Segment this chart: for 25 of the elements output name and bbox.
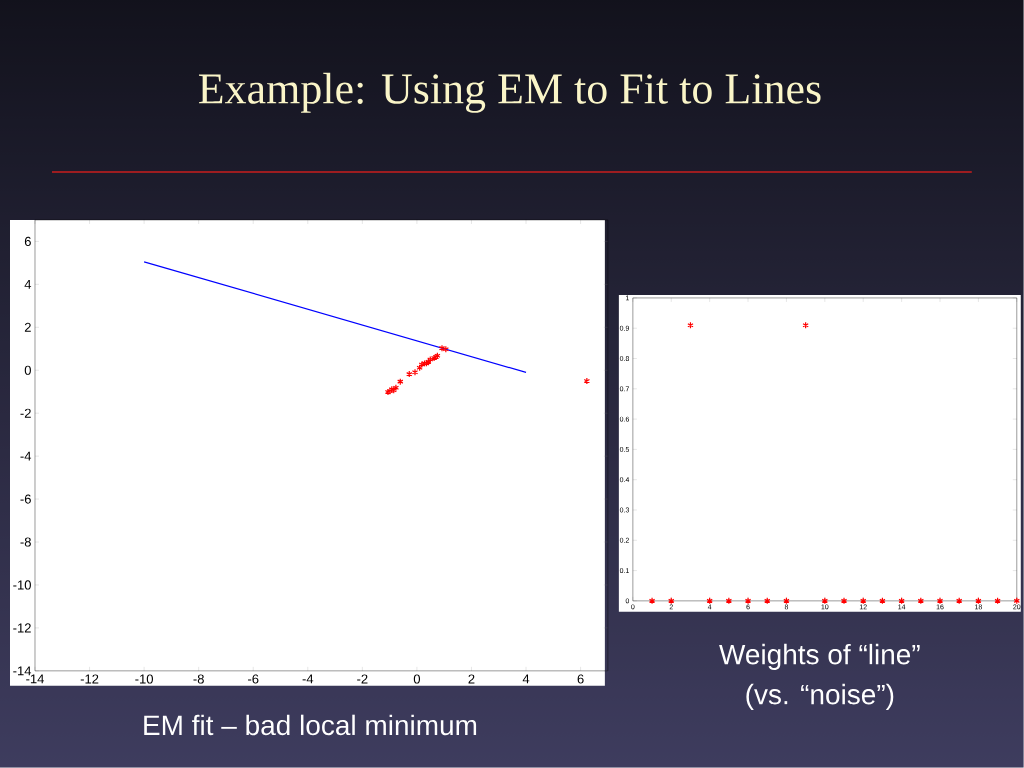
y-tick-label: -12: [13, 623, 31, 633]
y-tick-label: 2: [24, 322, 31, 332]
y-tick-label: -4: [20, 451, 32, 461]
x-tick-label: -8: [193, 674, 204, 684]
y-tick-label: -10: [13, 580, 31, 590]
y-tick-label: -6: [20, 494, 31, 504]
y-tick-label: 4: [24, 279, 32, 289]
y-tick-label: -14: [13, 666, 32, 676]
x-tick-label: -12: [80, 674, 99, 684]
x-tick-label: -6: [248, 674, 259, 684]
text: (vs. “noise”): [746, 683, 894, 711]
y-tick-label: -8: [20, 537, 31, 547]
x-tick-label: 0: [413, 674, 421, 684]
x-tick-label: -4: [302, 674, 314, 684]
y-tick-label: 0: [24, 365, 31, 375]
text: EM fit – bad local minimum: [144, 714, 477, 736]
x-tick-label: 2: [468, 674, 475, 684]
text: Weights of “line”: [719, 643, 920, 671]
y-tick-label: -2: [20, 408, 31, 418]
y-tick-label: 6: [24, 236, 31, 247]
x-tick-label: 6: [577, 674, 584, 684]
x-tick-label: 4: [522, 674, 530, 684]
chart-title: Example: Using EM to Fit to Lines: [198, 72, 821, 113]
x-tick-label: -10: [135, 674, 153, 684]
x-tick-label: -2: [357, 674, 368, 684]
